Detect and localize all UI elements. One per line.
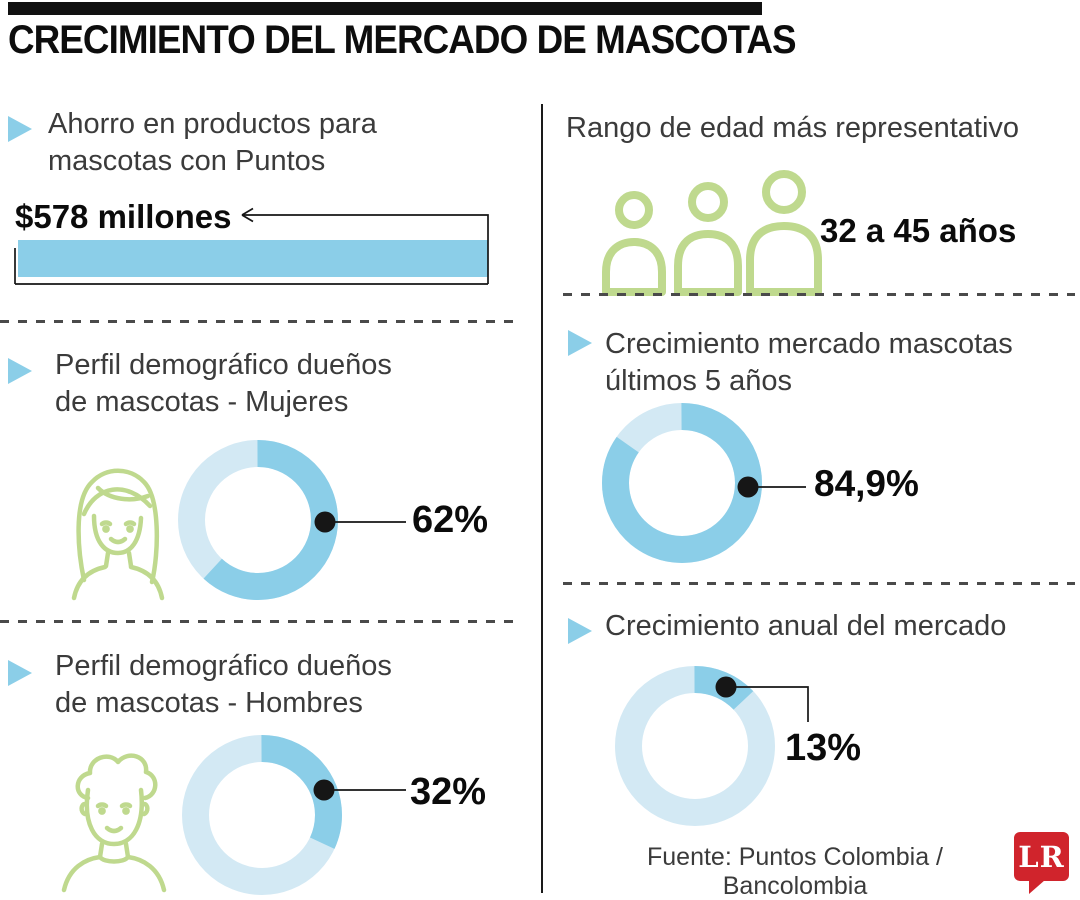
people-icons — [602, 170, 822, 296]
savings-bar — [18, 240, 488, 277]
bullet-triangle-icon — [568, 330, 592, 356]
callout-dot — [715, 676, 737, 698]
annual-growth-heading: Crecimiento anual del mercado — [605, 610, 1007, 642]
women-percentage: 62% — [412, 499, 489, 541]
page-title: CRECIMIENTO DEL MERCADO DE MASCOTAS — [8, 18, 797, 62]
lr-logo-text: LR — [1018, 839, 1065, 874]
column-divider — [541, 104, 543, 893]
section-divider — [563, 582, 1075, 585]
lr-logo-tail-icon — [1029, 880, 1045, 894]
bullet-triangle-icon — [568, 618, 592, 644]
five-year-growth-donut-chart — [602, 403, 806, 563]
savings-bar-chart — [14, 207, 489, 285]
men-percentage: 32% — [410, 771, 487, 813]
arrow-head-icon — [241, 207, 254, 223]
men-heading: Perfil demográfico dueños de mascotas - … — [55, 650, 392, 719]
age-range-heading: Rango de edad más representativo — [566, 112, 1020, 144]
lr-logo: LR — [1014, 832, 1072, 894]
callout-arrow-line — [242, 214, 489, 284]
five-year-growth-heading: Crecimiento mercado mascotas últimos 5 a… — [605, 328, 1013, 397]
women-donut-chart — [178, 440, 406, 600]
women-heading: Perfil demográfico dueños de mascotas - … — [55, 349, 392, 418]
men-donut-chart — [182, 735, 406, 895]
annual-growth-percentage: 13% — [785, 727, 862, 769]
man-icon — [61, 753, 167, 893]
top-rule — [8, 2, 762, 15]
section-divider — [0, 320, 518, 323]
woman-icon — [71, 468, 165, 601]
person-small-icon — [615, 191, 653, 229]
savings-value: $578 millones — [15, 198, 232, 235]
annual-growth-donut-chart — [615, 666, 809, 826]
bullet-triangle-icon — [8, 660, 32, 686]
lr-logo-bubble: LR — [1014, 832, 1069, 881]
section-divider — [0, 620, 518, 623]
callout-dot — [313, 779, 335, 801]
source-credit: Fuente: Puntos Colombia / Bancolombia / … — [647, 843, 943, 900]
bar-frame — [14, 248, 488, 285]
savings-heading: Ahorro en productos para mascotas con Pu… — [48, 108, 377, 177]
section-divider — [563, 293, 1075, 296]
age-range-value: 32 a 45 años — [820, 212, 1017, 249]
callout-dot — [314, 511, 336, 533]
callout-dot — [737, 476, 759, 498]
five-year-growth-percentage: 84,9% — [814, 463, 919, 504]
person-large-icon — [762, 170, 806, 214]
bullet-triangle-icon — [8, 116, 32, 142]
person-medium-icon — [688, 182, 728, 222]
bullet-triangle-icon — [8, 358, 32, 384]
